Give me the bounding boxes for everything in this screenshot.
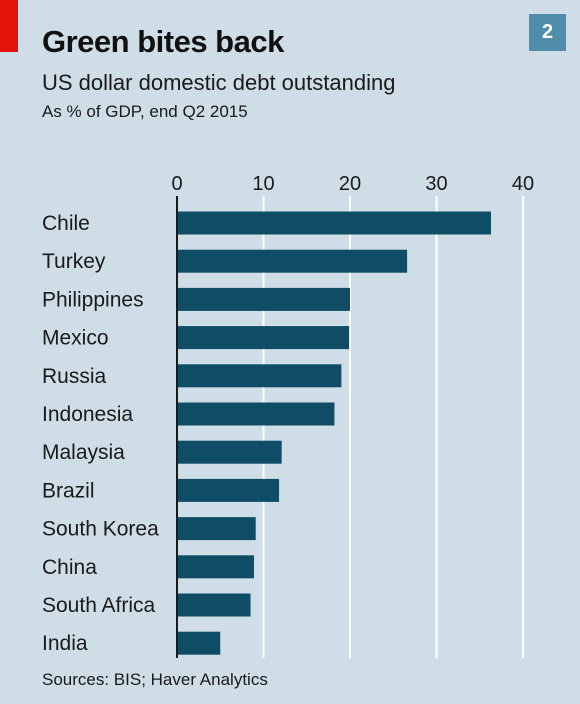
category-label: South Korea xyxy=(42,518,159,541)
bar xyxy=(177,440,282,464)
bar xyxy=(177,593,251,617)
category-label: India xyxy=(42,632,88,655)
bar xyxy=(177,478,280,502)
bar xyxy=(177,326,350,350)
chart-subtitle: US dollar domestic debt outstanding xyxy=(42,70,396,95)
bar xyxy=(177,631,221,655)
x-tick-label: 40 xyxy=(512,173,534,195)
bar xyxy=(177,364,342,388)
chart-unit-label: As % of GDP, end Q2 2015 xyxy=(42,102,248,121)
red-tag-accent xyxy=(0,0,18,52)
bar xyxy=(177,517,256,541)
chart-title: Green bites back xyxy=(42,24,284,59)
category-label: Russia xyxy=(42,365,107,388)
category-label: South Africa xyxy=(42,594,156,617)
x-tick-label: 0 xyxy=(171,173,182,195)
category-label: Mexico xyxy=(42,327,109,350)
bar xyxy=(177,402,335,426)
category-label: Malaysia xyxy=(42,441,125,464)
bar xyxy=(177,211,491,235)
source-note: Sources: BIS; Haver Analytics xyxy=(42,670,268,689)
bar xyxy=(177,555,254,579)
x-tick-label: 10 xyxy=(252,173,274,195)
category-label: Turkey xyxy=(42,250,106,273)
x-tick-label: 30 xyxy=(425,173,447,195)
chart-number-badge: 2 xyxy=(529,14,566,51)
category-label: China xyxy=(42,556,97,579)
category-label: Philippines xyxy=(42,288,144,311)
x-tick-label: 20 xyxy=(339,173,361,195)
bar xyxy=(177,287,350,311)
category-label: Brazil xyxy=(42,479,95,502)
category-label: Chile xyxy=(42,212,90,235)
category-label: Indonesia xyxy=(42,403,133,426)
bar xyxy=(177,249,408,273)
